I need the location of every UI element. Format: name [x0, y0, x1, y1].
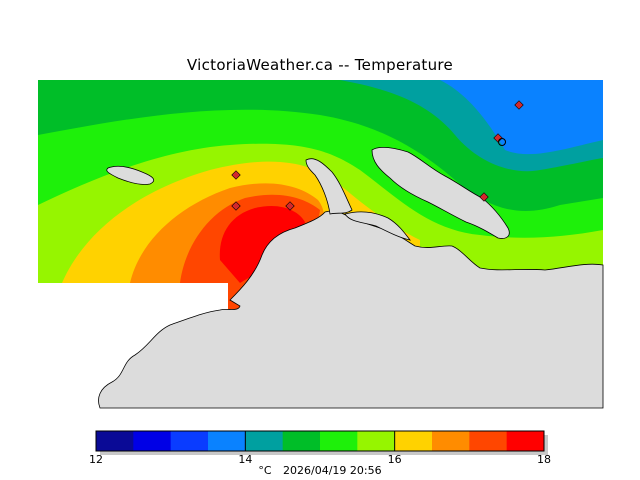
colorbar-swatch: [432, 431, 470, 451]
colorbar-tick-label: 16: [387, 453, 402, 466]
legend-footer: °C 2026/04/19 20:56: [0, 464, 640, 477]
colorbar-tick-label: 14: [238, 453, 253, 466]
station-marker: [285, 201, 295, 211]
legend-unit: °C: [258, 464, 272, 477]
legend-timestamp: 2026/04/19 20:56: [283, 464, 382, 477]
land-inlet-east: [344, 211, 411, 241]
station-marker: [479, 192, 489, 202]
station-marker: [231, 201, 241, 211]
colorbar-swatch: [96, 431, 134, 451]
colorbar-swatch: [320, 431, 358, 451]
colorbar-swatch: [245, 431, 284, 451]
colorbar-tick-label: 12: [89, 453, 103, 466]
map-title: VictoriaWeather.ca -- Temperature: [186, 56, 454, 74]
colorbar-swatch: [170, 431, 209, 451]
colorbar-tick-label: 18: [537, 453, 551, 466]
land-island-west: [106, 165, 155, 185]
land: [98, 146, 604, 409]
colorbar-swatch: [394, 431, 433, 451]
station-marker: [514, 100, 524, 110]
land-mainland-south: [98, 209, 604, 409]
station-marker: [493, 133, 503, 143]
colorbar: [95, 430, 548, 455]
colorbar-ticks: [95, 431, 545, 451]
colorbar-swatch: [469, 431, 508, 451]
station-markers: [231, 100, 524, 211]
band-temp-18-plus: [219, 205, 305, 283]
land-peninsula: [305, 158, 353, 215]
station-marker-ring: [498, 138, 506, 146]
land-island-large: [371, 146, 510, 239]
colorbar-swatch: [506, 431, 545, 451]
colorbar-swatch: [208, 431, 246, 451]
colorbar-swatch: [357, 431, 396, 451]
colorbar-swatch: [282, 431, 321, 451]
station-marker: [231, 170, 241, 180]
colorbar-swatch: [133, 431, 172, 451]
